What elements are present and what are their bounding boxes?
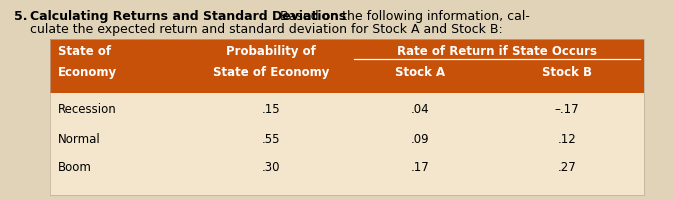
Text: Calculating Returns and Standard Deviations: Calculating Returns and Standard Deviati… xyxy=(30,10,346,23)
Text: .27: .27 xyxy=(557,161,576,174)
Text: .15: .15 xyxy=(262,103,280,116)
Text: Probability of: Probability of xyxy=(226,45,316,58)
Text: –.17: –.17 xyxy=(555,103,580,116)
Text: Boom: Boom xyxy=(58,161,92,174)
Text: Rate of Return if State Occurs: Rate of Return if State Occurs xyxy=(397,45,597,58)
Text: Stock A: Stock A xyxy=(395,66,445,79)
Text: .30: .30 xyxy=(262,161,280,174)
Text: .09: .09 xyxy=(410,133,429,146)
Text: .04: .04 xyxy=(410,103,429,116)
Bar xyxy=(50,40,644,195)
Text: Based on the following information, cal-: Based on the following information, cal- xyxy=(272,10,530,23)
Text: Economy: Economy xyxy=(58,66,117,79)
Text: .17: .17 xyxy=(410,161,429,174)
Bar xyxy=(50,94,644,195)
Text: Stock B: Stock B xyxy=(542,66,592,79)
Text: Recession: Recession xyxy=(58,103,117,116)
Text: .55: .55 xyxy=(262,133,280,146)
Text: 5.: 5. xyxy=(14,10,28,23)
Text: Normal: Normal xyxy=(58,133,100,146)
Text: State of: State of xyxy=(58,45,111,58)
Bar xyxy=(50,40,644,94)
Text: State of Economy: State of Economy xyxy=(213,66,329,79)
Text: .12: .12 xyxy=(557,133,576,146)
Text: culate the expected return and standard deviation for Stock A and Stock B:: culate the expected return and standard … xyxy=(30,23,503,36)
